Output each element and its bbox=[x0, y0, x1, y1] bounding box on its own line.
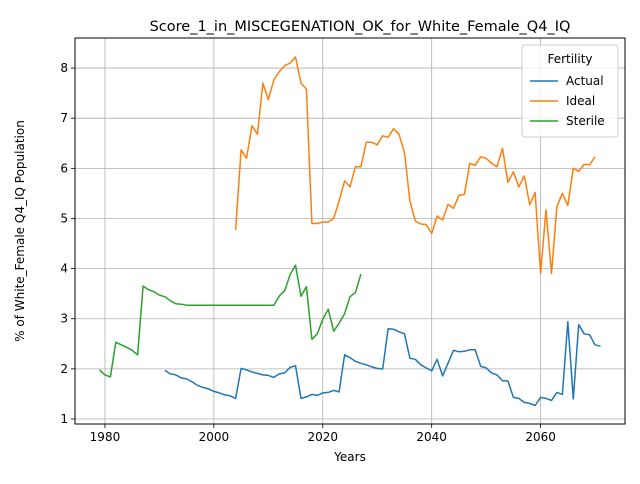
y-axis-label: % of White_Female Q4_IQ Population bbox=[13, 120, 27, 342]
series-line-sterile bbox=[98, 264, 362, 378]
series-line-actual bbox=[164, 320, 601, 407]
legend-box bbox=[521, 44, 619, 138]
chart-title: Score_1_in_MISCEGENATION_OK_for_White_Fe… bbox=[150, 19, 571, 35]
legend-label-ideal: Ideal bbox=[566, 94, 595, 108]
x-tick-label: 2060 bbox=[525, 430, 556, 444]
y-tick-label: 3 bbox=[60, 312, 68, 326]
x-tick-label: 2020 bbox=[307, 430, 338, 444]
axis-ticks: 1980 2000 2020 2040 2060 1 2 3 4 5 6 7 8 bbox=[60, 61, 556, 444]
y-tick-label: 8 bbox=[60, 61, 68, 75]
legend: Fertility Actual Ideal Sterile bbox=[521, 44, 619, 138]
x-tick-label: 1980 bbox=[90, 430, 121, 444]
y-tick-label: 5 bbox=[60, 211, 68, 225]
legend-label-actual: Actual bbox=[566, 74, 604, 88]
legend-label-sterile: Sterile bbox=[566, 114, 605, 128]
y-tick-label: 6 bbox=[60, 161, 68, 175]
y-tick-label: 4 bbox=[60, 262, 68, 276]
plot-frame bbox=[74, 37, 626, 425]
x-tick-label: 2000 bbox=[199, 430, 230, 444]
x-tick-label: 2040 bbox=[416, 430, 447, 444]
y-tick-label: 2 bbox=[60, 362, 68, 376]
legend-title: Fertility bbox=[547, 52, 592, 66]
series-lines bbox=[98, 56, 601, 407]
y-tick-label: 1 bbox=[60, 412, 68, 426]
x-axis-label: Years bbox=[333, 450, 366, 464]
legend-entries: Actual Ideal Sterile bbox=[530, 74, 605, 128]
series-line-ideal bbox=[234, 56, 596, 275]
y-tick-label: 7 bbox=[60, 111, 68, 125]
